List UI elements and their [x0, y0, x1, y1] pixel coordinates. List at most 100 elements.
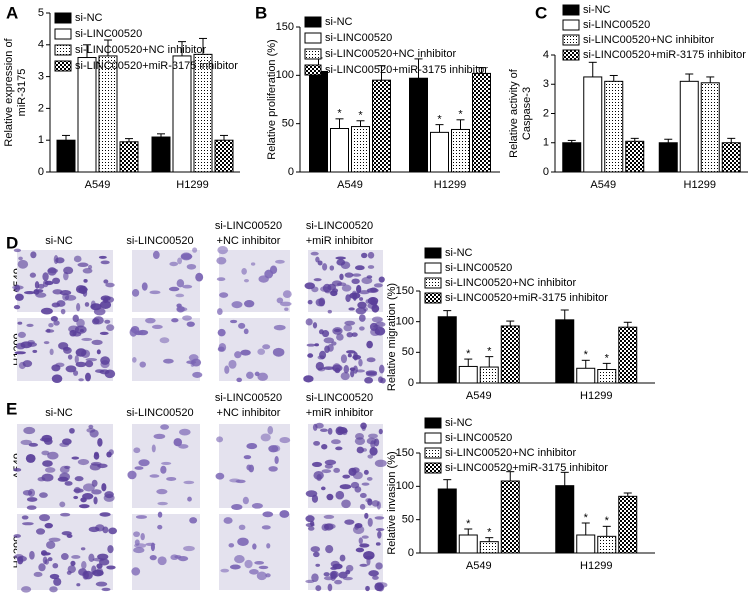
bar [409, 77, 428, 173]
cell [157, 524, 163, 530]
cell [334, 367, 341, 374]
bar [214, 139, 234, 173]
cell [63, 346, 72, 354]
cell [26, 323, 34, 328]
bar [576, 367, 596, 384]
x-tick-label: A549 [466, 390, 492, 402]
significance-mark: * [584, 349, 589, 361]
legend-swatch [424, 262, 442, 274]
cell [151, 444, 156, 453]
cell [332, 327, 343, 335]
cell [81, 337, 93, 341]
micrograph-bg [132, 514, 200, 590]
cell [359, 297, 364, 301]
y-tick-label: 3 [38, 71, 44, 83]
cell [336, 259, 346, 266]
error-bar [630, 137, 639, 142]
cell [91, 489, 102, 495]
cell [322, 330, 330, 338]
x-tick-label: A549 [337, 179, 363, 191]
cell [151, 324, 163, 330]
cell [41, 450, 50, 456]
cell [324, 463, 333, 469]
x-tick-label: H1299 [434, 179, 466, 191]
cell [69, 427, 75, 434]
cell [359, 563, 368, 567]
cell [217, 328, 226, 337]
cell [367, 251, 375, 259]
cell [215, 472, 225, 480]
cell [333, 467, 341, 473]
cell [234, 554, 245, 564]
cell [361, 276, 373, 285]
cell [106, 324, 115, 332]
cell [313, 440, 321, 446]
cell [268, 445, 279, 453]
micrograph [216, 245, 292, 316]
cell [22, 360, 33, 368]
legend-label: si-LINC00520 [583, 19, 650, 31]
bar [479, 541, 499, 554]
y-tick-label: 2 [38, 102, 44, 114]
cell [64, 465, 71, 470]
y-axis-label: Relative proliferation (%) [266, 39, 278, 159]
cell [366, 340, 373, 349]
y-tick-label: 5 [38, 7, 44, 19]
column-header: si-NC [45, 235, 73, 247]
cell [335, 256, 347, 260]
cell [32, 349, 38, 353]
x-tick-label: H1299 [684, 179, 716, 191]
cell [344, 272, 354, 278]
cell [366, 476, 373, 481]
column-header: +NC inhibitor [217, 235, 281, 247]
cell [238, 524, 246, 531]
legend-label: si-LINC00520+NC inhibitor [445, 447, 576, 459]
cell [261, 525, 271, 530]
cell [88, 424, 94, 429]
cell [257, 372, 269, 381]
cell [224, 365, 230, 374]
cell [82, 493, 94, 500]
cell [91, 339, 103, 345]
micrograph [303, 314, 386, 384]
bar [472, 72, 491, 173]
micrograph-bg [17, 250, 113, 312]
error-bar [506, 471, 515, 481]
cell [217, 308, 223, 316]
cell [365, 370, 378, 376]
cell [100, 360, 110, 369]
legend-label: si-LINC00520 [75, 28, 142, 40]
cell [83, 279, 88, 283]
cell [47, 267, 57, 276]
bar [500, 480, 520, 554]
cell [81, 560, 87, 570]
legend-swatch [424, 247, 442, 259]
cell [354, 524, 360, 530]
cell [52, 289, 63, 295]
y-tick-label: 1 [543, 137, 549, 149]
cell [368, 433, 378, 439]
cell [108, 527, 118, 535]
cell [99, 512, 111, 517]
cell [23, 291, 36, 295]
legend-label: si-NC [583, 4, 611, 16]
y-tick-label: 0 [408, 547, 414, 559]
panel-letter: C [535, 3, 547, 22]
cell [134, 539, 140, 546]
cell [71, 554, 81, 559]
error-bar [581, 359, 590, 369]
cell [16, 555, 27, 562]
cell [340, 372, 350, 381]
cell [322, 366, 335, 370]
cell [67, 354, 73, 360]
cell [140, 532, 145, 541]
cell [365, 498, 372, 503]
cell [72, 314, 79, 323]
micrograph-bg [132, 250, 200, 312]
micrograph [305, 422, 387, 510]
cell [186, 263, 197, 270]
cell [51, 374, 63, 384]
cell [274, 456, 279, 465]
cell [182, 284, 193, 289]
cell [89, 463, 101, 471]
